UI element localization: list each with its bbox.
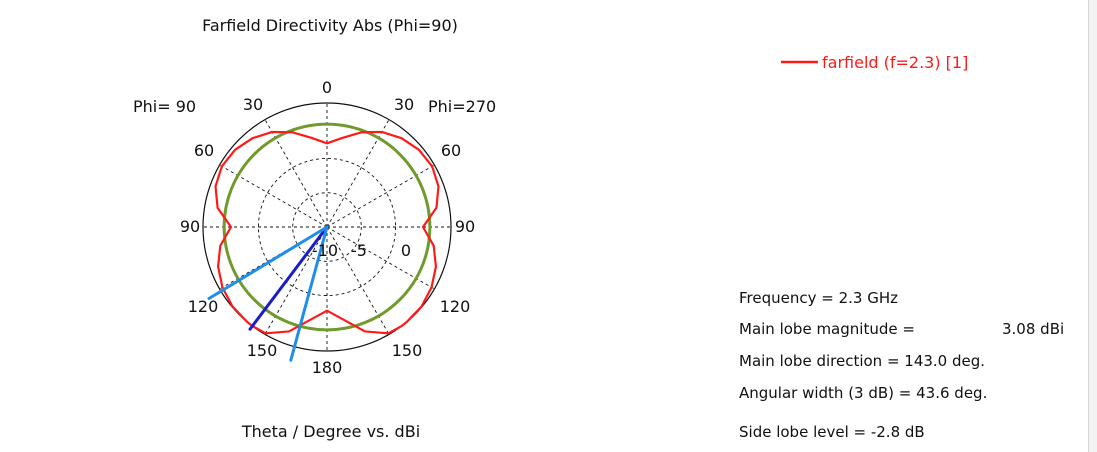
right-phi-label: Phi=270	[428, 97, 496, 116]
grid-spoke-10	[219, 164, 328, 228]
farfield-series-line	[214, 130, 440, 335]
grid-spoke-4	[326, 226, 435, 290]
grid-spoke-11	[264, 119, 328, 228]
angle-tick-label-11: 180	[312, 358, 343, 377]
inner-grid-circle-1	[257, 157, 397, 297]
left-phi-label: Phi= 90	[133, 97, 196, 116]
chart-title: Farfield Directivity Abs (Phi=90)	[202, 16, 458, 35]
angle-tick-label-5: 90	[180, 217, 200, 236]
angle-tick-label-8: 120	[440, 297, 471, 316]
angle-tick-label-2: 30	[394, 95, 414, 114]
marker-layer	[207, 225, 329, 362]
tick-layer: 0 30 30 60 60 90 90 120 120 150 150 180 -10 -5 0	[180, 78, 475, 377]
main-lobe-direction-readout: Main lobe direction = 143.0 deg.	[739, 352, 985, 370]
frequency-readout: Frequency = 2.3 GHz	[739, 289, 898, 307]
angle-tick-label-1: 30	[243, 95, 263, 114]
main-lobe-direction-line	[248, 225, 329, 331]
angle-tick-label-9: 150	[247, 341, 278, 360]
side-lobe-level-readout: Side lobe level = -2.8 dB	[739, 423, 925, 441]
beamwidth-edge-2-line	[289, 225, 329, 362]
window-scrollbar[interactable]	[1088, 0, 1097, 452]
angle-tick-label-10: 150	[392, 341, 423, 360]
main-lobe-magnitude-label: Main lobe magnitude =	[739, 320, 915, 338]
zero-dbi-reference-circle	[222, 122, 432, 332]
angle-tick-label-0: 0	[322, 78, 332, 97]
x-axis-label: Theta / Degree vs. dBi	[241, 422, 420, 441]
angle-tick-label-4: 60	[441, 141, 461, 160]
reference-layer	[222, 122, 432, 332]
radial-tick-label-0: -10	[312, 241, 338, 260]
angle-tick-label-3: 60	[194, 141, 214, 160]
grid-spoke-1	[326, 119, 390, 228]
angle-tick-label-7: 120	[188, 297, 219, 316]
legend-label: farfield (f=2.3) [1]	[822, 53, 968, 72]
angular-width-readout: Angular width (3 dB) = 43.6 deg.	[739, 384, 987, 402]
inner-grid-circle-0	[292, 192, 362, 262]
main-lobe-magnitude-value: 3.08 dBi	[1002, 320, 1064, 338]
beamwidth-edge-1-line	[207, 225, 329, 300]
radial-tick-label-2: 0	[401, 241, 411, 260]
angle-tick-label-6: 90	[455, 217, 475, 236]
series-layer	[214, 130, 440, 335]
outer-grid-circle	[202, 102, 452, 352]
radial-tick-label-1: -5	[351, 241, 367, 260]
grid-spoke-2	[326, 164, 435, 228]
